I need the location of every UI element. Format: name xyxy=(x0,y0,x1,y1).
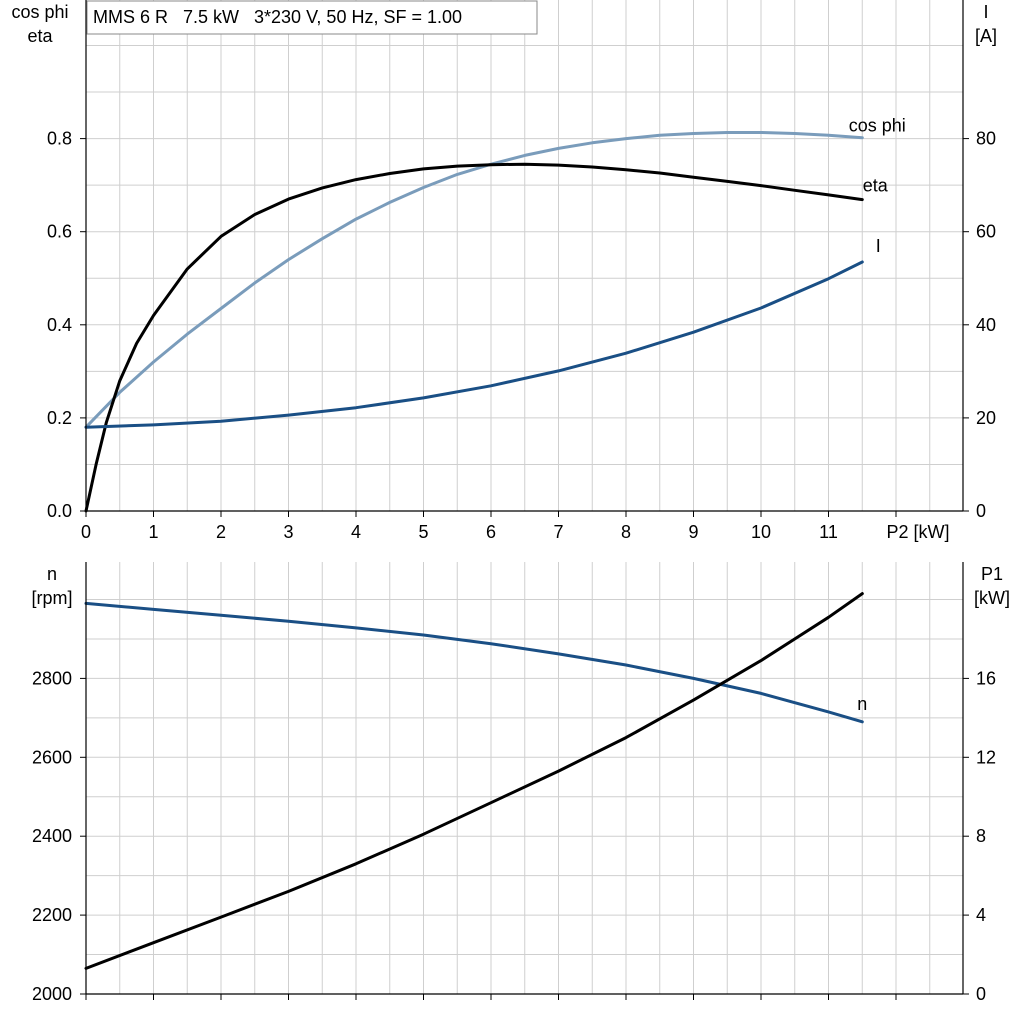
series-label-n: n xyxy=(857,694,867,714)
chart-title: MMS 6 R 7.5 kW 3*230 V, 50 Hz, SF = 1.00 xyxy=(93,7,462,27)
right-tick-label: 0 xyxy=(976,501,986,521)
right-tick-label: 20 xyxy=(976,408,996,428)
left-tick-label: 2800 xyxy=(32,668,72,688)
x-tick-label: 0 xyxy=(81,522,91,542)
right-axis-title: [kW] xyxy=(974,588,1010,608)
left-tick-label: 2400 xyxy=(32,826,72,846)
left-tick-label: 0.2 xyxy=(47,408,72,428)
x-tick-label: 9 xyxy=(688,522,698,542)
title-box xyxy=(86,0,538,35)
x-tick-label: 8 xyxy=(621,522,631,542)
right-tick-label: 4 xyxy=(976,905,986,925)
right-tick-label: 0 xyxy=(976,984,986,1004)
left-tick-label: 2600 xyxy=(32,747,72,767)
left-tick-label: 0.4 xyxy=(47,315,72,335)
right-tick-label: 80 xyxy=(976,129,996,149)
x-tick-label: 4 xyxy=(351,522,361,542)
right-axis-title: I xyxy=(983,2,988,22)
left-axis-title: [rpm] xyxy=(31,588,72,608)
left-tick-label: 0.6 xyxy=(47,222,72,242)
chart-title-box: MMS 6 R 7.5 kW 3*230 V, 50 Hz, SF = 1.00 xyxy=(86,0,538,35)
right-tick-label: 16 xyxy=(976,668,996,688)
series-label-cos-phi: cos phi xyxy=(849,116,906,136)
right-axis-title: P1 xyxy=(981,564,1003,584)
x-tick-label: 5 xyxy=(418,522,428,542)
left-tick-label: 2000 xyxy=(32,984,72,1004)
series-line-cos-phi xyxy=(84,131,864,429)
series-line-i xyxy=(84,260,864,429)
right-axis-title: [A] xyxy=(975,26,997,46)
grid xyxy=(85,0,963,995)
series-line-n xyxy=(84,601,864,724)
left-axis-title: cos phi xyxy=(11,2,68,22)
series-label-eta: eta xyxy=(863,176,889,196)
series-label-i: I xyxy=(876,236,881,256)
x-tick-label: 11 xyxy=(819,522,838,542)
x-tick-label: 7 xyxy=(553,522,563,542)
x-tick-label: 6 xyxy=(486,522,496,542)
series-line-eta xyxy=(84,162,864,513)
x-tick-label: 1 xyxy=(148,522,158,542)
left-tick-label: 0.0 xyxy=(47,501,72,521)
left-axis-title: eta xyxy=(27,26,53,46)
x-tick-label: 10 xyxy=(751,522,771,542)
series-line-p1 xyxy=(84,592,864,970)
series-lines xyxy=(84,131,864,970)
x-axis-title: P2 [kW] xyxy=(886,522,949,542)
left-tick-label: 0.8 xyxy=(47,129,72,149)
x-tick-label: 2 xyxy=(216,522,226,542)
left-tick-label: 2200 xyxy=(32,905,72,925)
right-tick-label: 12 xyxy=(976,747,996,767)
x-tick-label: 3 xyxy=(283,522,293,542)
right-tick-label: 60 xyxy=(976,222,996,242)
axes xyxy=(80,0,969,1000)
left-axis-title: n xyxy=(47,564,57,584)
right-tick-label: 40 xyxy=(976,315,996,335)
right-tick-label: 8 xyxy=(976,826,986,846)
